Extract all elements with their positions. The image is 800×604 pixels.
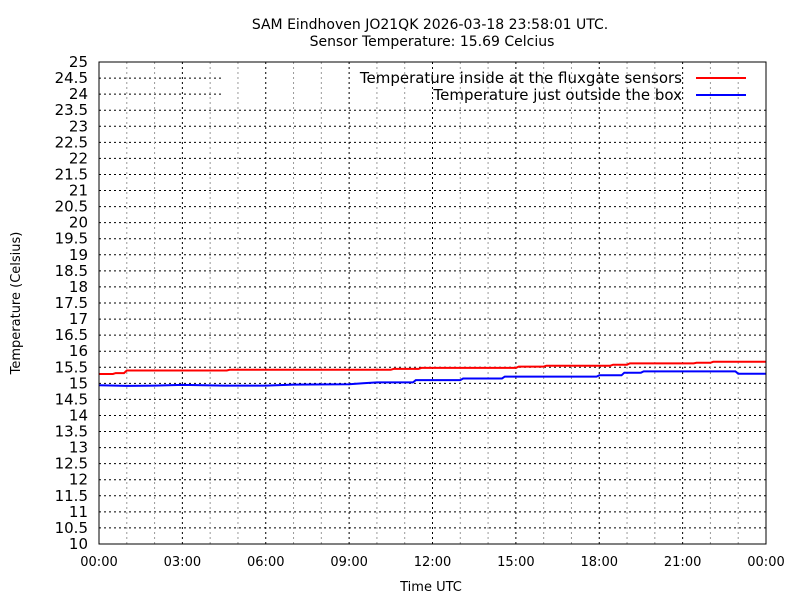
y-tick-label: 24.5: [55, 69, 88, 87]
y-tick-label: 14: [69, 406, 88, 424]
y-tick-label: 14.5: [55, 390, 88, 408]
y-tick-label: 11.5: [55, 487, 88, 505]
y-tick-label: 16: [69, 342, 88, 360]
y-tick-label: 13: [69, 439, 88, 457]
x-tick-label: 03:00: [164, 555, 201, 570]
y-tick-label: 17: [69, 310, 88, 328]
legend-label: Temperature inside at the fluxgate senso…: [359, 69, 682, 87]
legend-label: Temperature just outside the box: [433, 86, 683, 104]
series-line-0: [99, 360, 766, 375]
x-tick-label: 00:00: [747, 555, 784, 570]
y-tick-label: 21: [69, 182, 88, 200]
x-tick-label: 18:00: [581, 555, 618, 570]
x-tick-label: 15:00: [497, 555, 534, 570]
chart-subtitle: Sensor Temperature: 15.69 Celcius: [310, 34, 555, 50]
y-tick-label: 22.5: [55, 133, 88, 151]
y-tick-label: 15.5: [55, 358, 88, 376]
y-tick-label: 18.5: [55, 262, 88, 280]
y-tick-label: 24: [69, 85, 88, 103]
plot-border: [98, 61, 767, 545]
y-tick-label: 11: [69, 503, 88, 521]
y-tick-label: 10.5: [55, 519, 88, 537]
x-tick-label: 09:00: [330, 555, 367, 570]
x-tick-label: 12:00: [414, 555, 451, 570]
x-tick-label: 21:00: [664, 555, 701, 570]
y-tick-label: 25: [69, 53, 88, 71]
y-tick-label: 18: [69, 278, 88, 296]
y-tick-label: 16.5: [55, 326, 88, 344]
y-tick-label: 22: [69, 149, 88, 167]
y-tick-label: 20: [69, 214, 88, 232]
x-axis-label: Time UTC: [399, 580, 462, 595]
y-tick-label: 19: [69, 246, 88, 264]
chart-title: SAM Eindhoven JO21QK 2026-03-18 23:58:01…: [252, 17, 608, 33]
y-tick-label: 20.5: [55, 198, 88, 216]
series-line-1: [98, 370, 766, 387]
y-tick-label: 10: [69, 535, 88, 553]
y-tick-label: 21.5: [55, 165, 88, 183]
y-tick-label: 23: [69, 117, 88, 135]
x-tick-label: 00:00: [80, 555, 117, 570]
y-tick-label: 13.5: [55, 423, 88, 441]
y-tick-label: 17.5: [55, 294, 88, 312]
y-axis-label: Temperature (Celsius): [9, 232, 24, 376]
y-tick-label: 12: [69, 471, 88, 489]
y-tick-label: 12.5: [55, 455, 88, 473]
y-tick-label: 15: [69, 374, 88, 392]
x-tick-label: 06:00: [247, 555, 284, 570]
y-tick-label: 23.5: [55, 101, 88, 119]
y-tick-label: 19.5: [55, 230, 88, 248]
